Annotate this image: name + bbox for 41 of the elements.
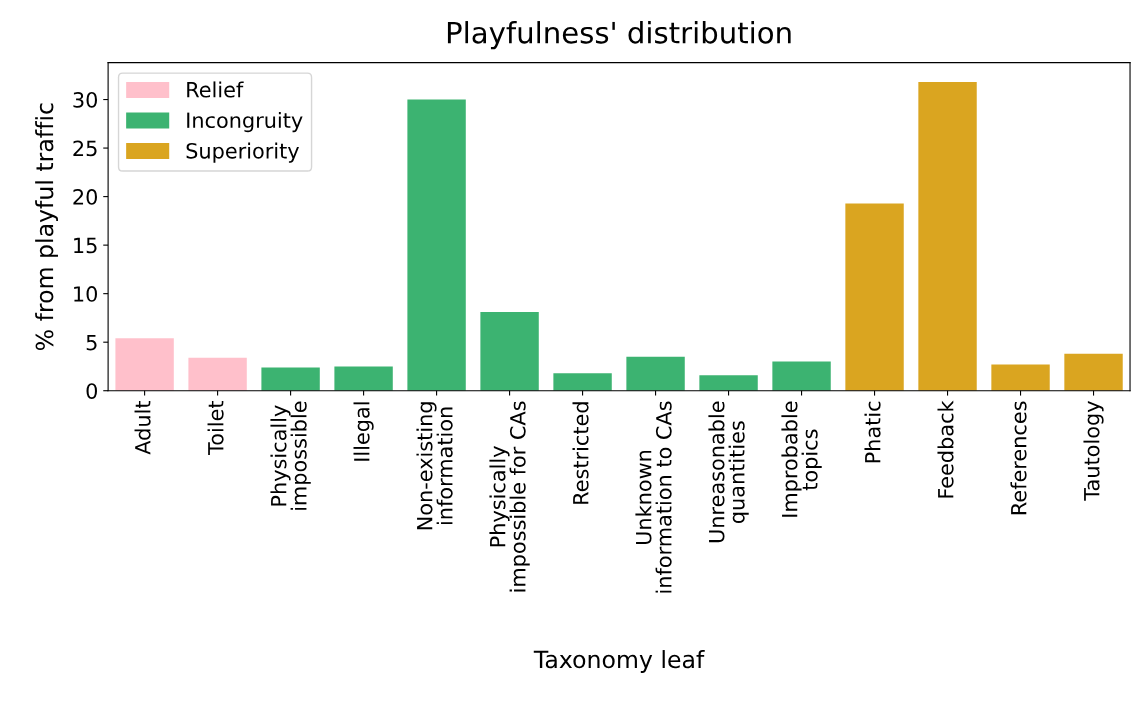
bar <box>991 364 1050 391</box>
bar <box>480 312 539 391</box>
x-tick-label: References <box>1010 401 1027 515</box>
y-tick-label: 10 <box>74 286 97 302</box>
x-tick-label: Physically impossible for CAs <box>489 401 530 592</box>
x-tick-label: Improbable topics <box>781 401 822 517</box>
x-tick-label: Adult <box>134 400 151 455</box>
x-tick-label: Non-existing information <box>416 402 453 530</box>
legend-label: Incongruity <box>187 111 303 133</box>
bar <box>918 82 977 391</box>
bar <box>261 367 320 391</box>
legend-label: Superiority <box>186 142 299 163</box>
bar <box>699 375 758 391</box>
bar <box>626 356 685 391</box>
x-tick-label: Phatic <box>864 401 881 463</box>
chart-title: Playfulness' distribution <box>447 21 791 50</box>
x-tick-label: Physically impossible <box>270 401 311 510</box>
bar <box>334 366 393 391</box>
legend-label: Relief <box>187 81 244 98</box>
bar <box>772 361 831 391</box>
y-tick-label: 30 <box>73 91 97 108</box>
y-axis-title: % from playful traffic <box>35 103 58 351</box>
x-tick-label: Restricted <box>572 402 589 504</box>
bar <box>553 373 612 391</box>
x-tick-label: Feedback <box>937 400 954 498</box>
x-axis-title: Taxonomy leaf <box>533 650 705 673</box>
x-tick-label: Unreasonable quantities <box>708 401 749 543</box>
y-tick-label: 15 <box>74 237 97 254</box>
y-tick-label: 0 <box>86 383 97 399</box>
bar <box>115 338 174 391</box>
x-tick-label: Toilet <box>207 400 224 455</box>
x-tick-label: Illegal <box>353 402 374 461</box>
bar <box>407 99 466 391</box>
y-tick-label: 20 <box>73 189 97 205</box>
bar <box>188 357 247 391</box>
bar <box>1064 353 1123 391</box>
y-tick-label: 25 <box>73 140 97 157</box>
y-tick-label: 5 <box>86 334 97 351</box>
x-tick-label: Unknown information to CAs <box>635 401 672 593</box>
x-tick-label: Tautology <box>1083 401 1104 501</box>
bar <box>845 203 904 391</box>
